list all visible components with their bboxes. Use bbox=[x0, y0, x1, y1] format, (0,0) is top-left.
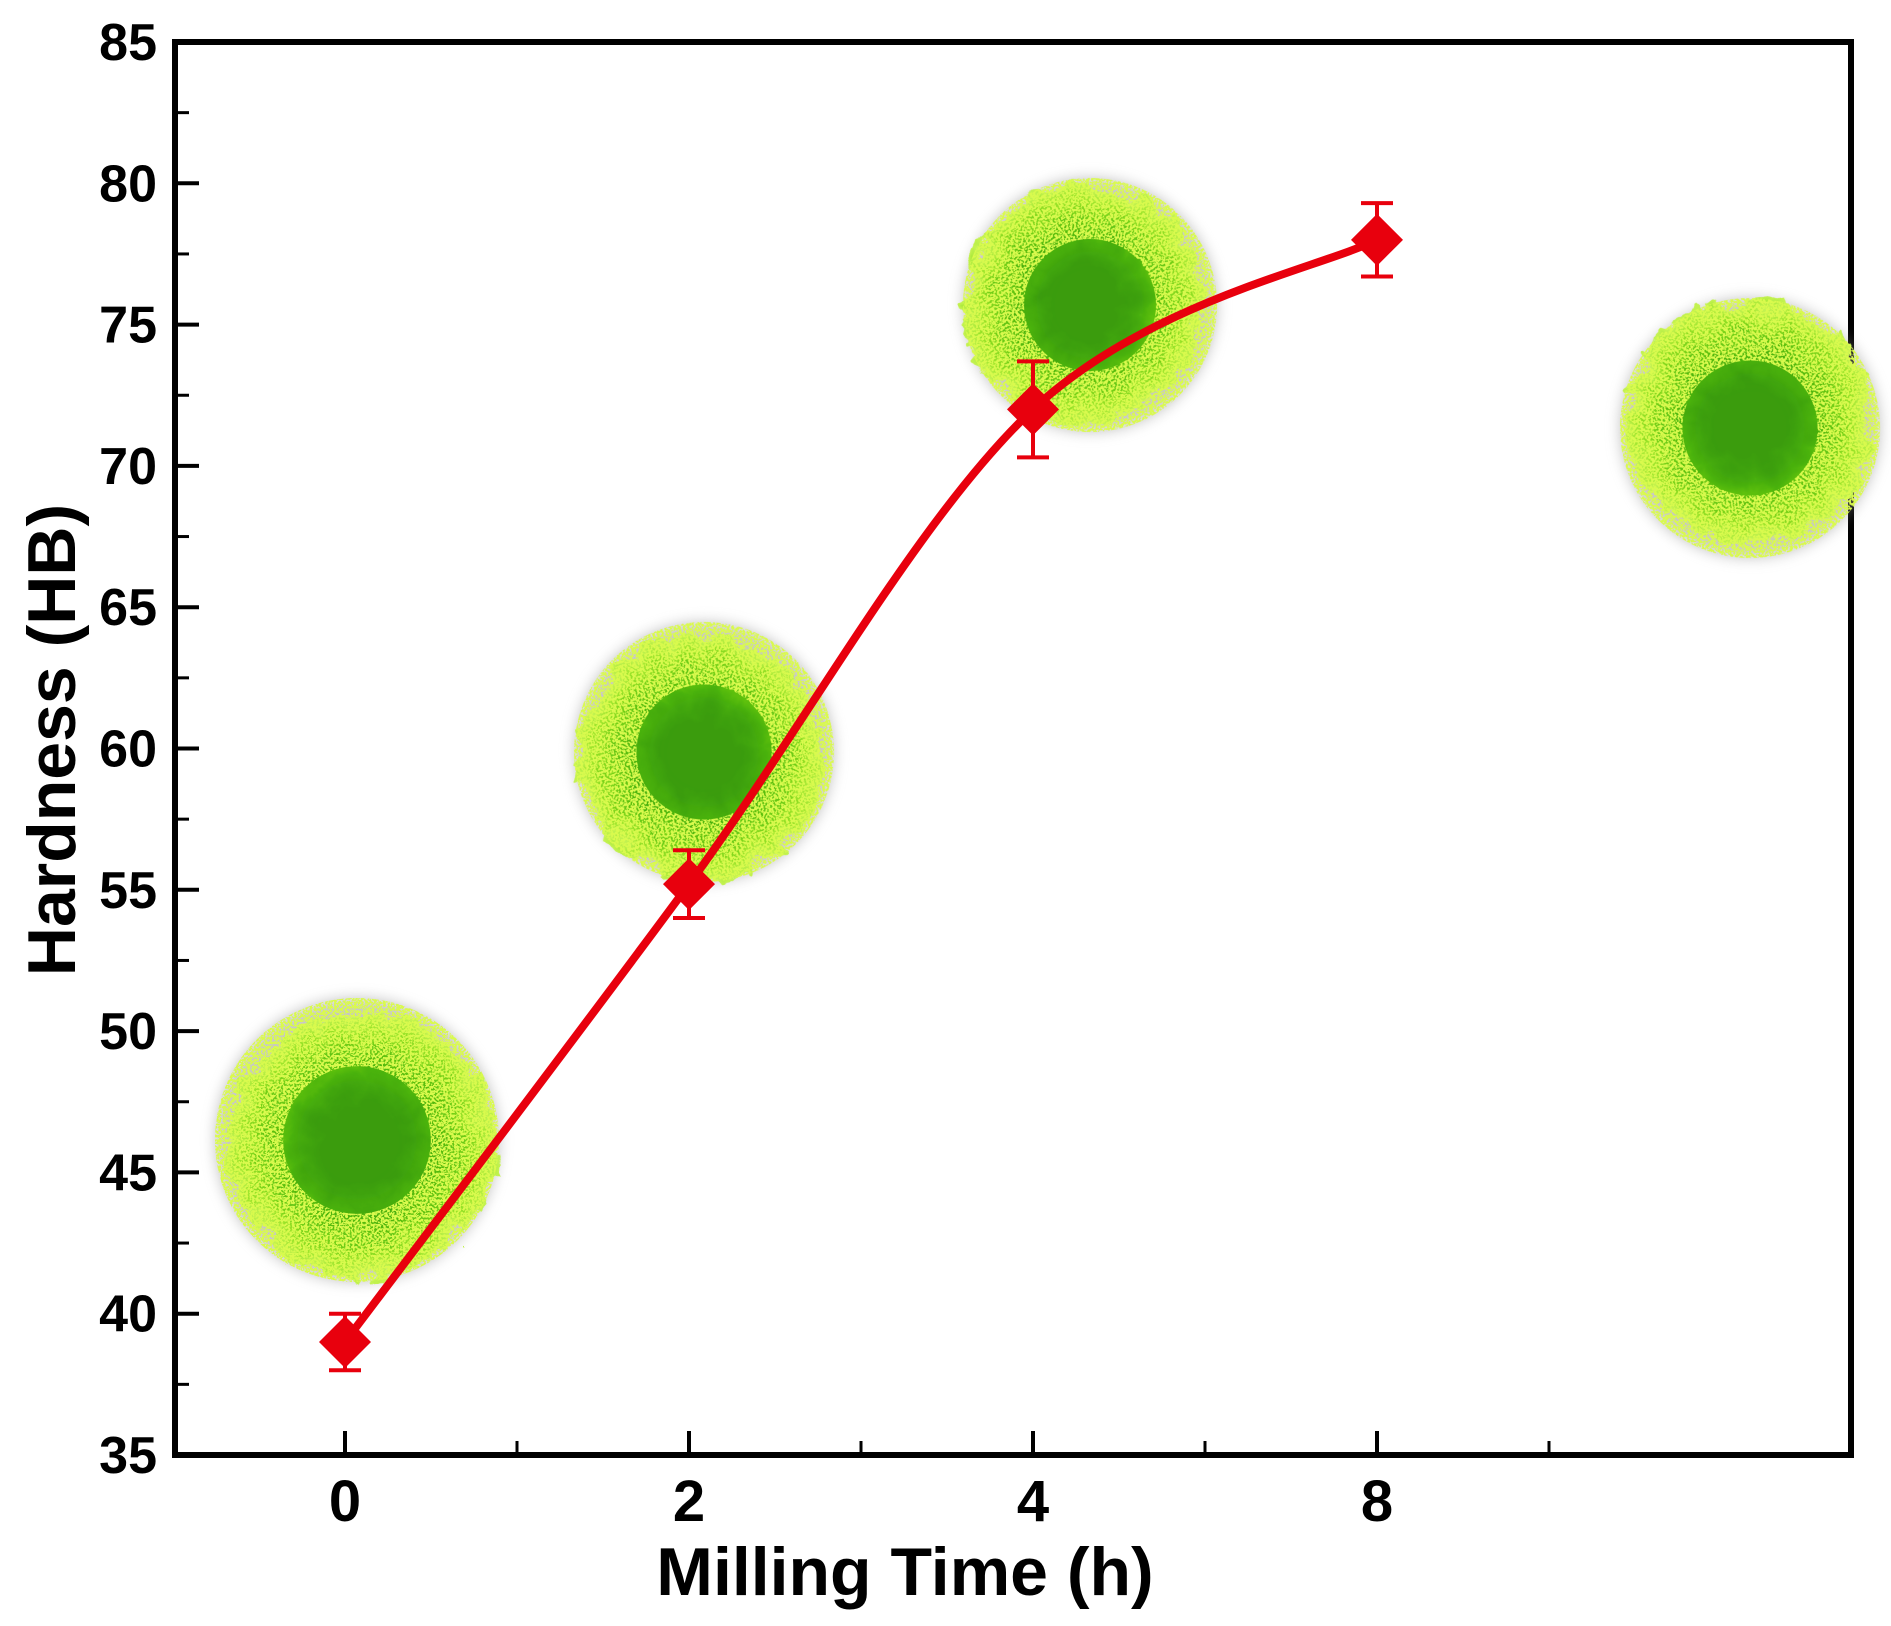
svg-text:35: 35 bbox=[99, 1427, 157, 1485]
svg-text:40: 40 bbox=[99, 1286, 157, 1344]
series-layer bbox=[319, 201, 1403, 1373]
svg-text:50: 50 bbox=[99, 1003, 157, 1061]
svg-text:80: 80 bbox=[99, 155, 157, 213]
svg-text:45: 45 bbox=[99, 1144, 157, 1202]
particle-micrograph-0h bbox=[215, 998, 499, 1282]
svg-text:70: 70 bbox=[99, 438, 157, 496]
particle-micrograph-4h bbox=[963, 178, 1217, 432]
svg-text:0: 0 bbox=[329, 1469, 361, 1534]
svg-text:2: 2 bbox=[673, 1469, 705, 1534]
svg-text:4: 4 bbox=[1017, 1469, 1049, 1534]
svg-text:60: 60 bbox=[99, 721, 157, 779]
svg-text:65: 65 bbox=[99, 579, 157, 637]
axes-layer: 35 40 45 50 55 60 65 70 75 80 85 0 2 4 8 bbox=[99, 14, 1854, 1534]
particle-micrograph-insets bbox=[215, 178, 1881, 1282]
x-axis-title: Milling Time (h) bbox=[656, 1534, 1154, 1610]
data-point-marker bbox=[1007, 383, 1059, 436]
svg-text:85: 85 bbox=[99, 14, 157, 72]
svg-text:55: 55 bbox=[99, 862, 157, 920]
data-point-marker bbox=[663, 858, 715, 911]
svg-text:8: 8 bbox=[1361, 1469, 1393, 1534]
particle-micrograph-8h bbox=[1619, 297, 1881, 559]
svg-text:75: 75 bbox=[99, 297, 157, 355]
data-point-marker bbox=[319, 1315, 371, 1368]
data-point-marker bbox=[1351, 213, 1403, 266]
